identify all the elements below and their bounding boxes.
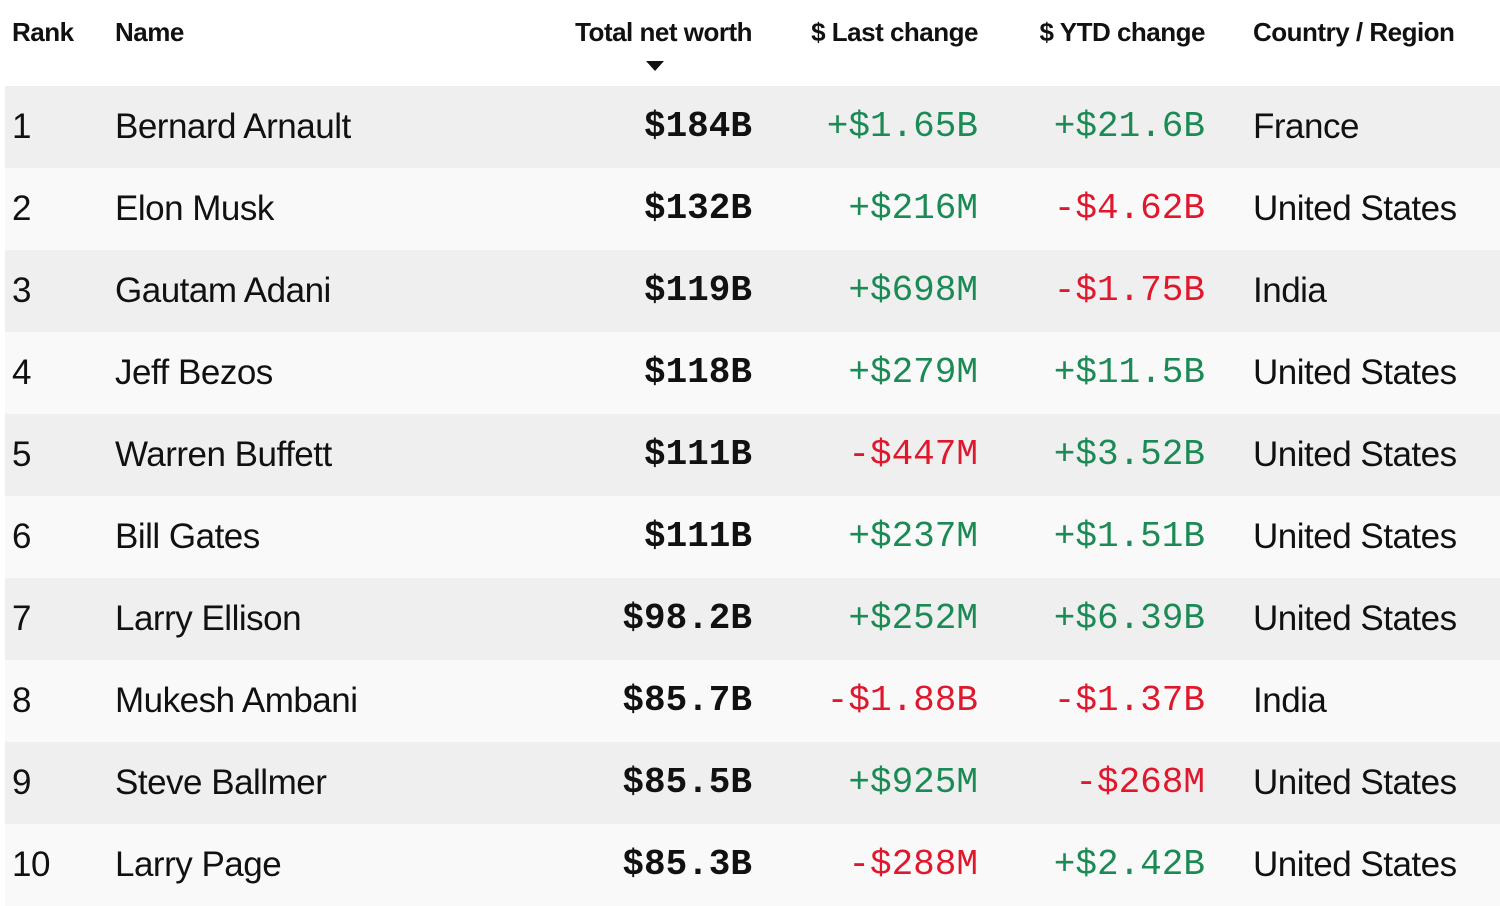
ytd-change-cell: -$1.37B xyxy=(1053,680,1205,721)
name-cell: Jeff Bezos xyxy=(115,353,273,392)
country-cell: United States xyxy=(1253,599,1457,638)
last-change-cell: +$237M xyxy=(848,516,978,557)
rank-cell: 7 xyxy=(12,599,31,638)
net-worth-cell: $184B xyxy=(643,106,752,147)
last-change-cell: -$1.88B xyxy=(826,680,978,721)
table-row[interactable] xyxy=(5,578,1500,660)
country-cell: France xyxy=(1253,107,1359,146)
ytd-change-cell: +$3.52B xyxy=(1053,434,1205,475)
name-cell: Warren Buffett xyxy=(115,435,332,474)
name-cell: Larry Ellison xyxy=(115,599,302,638)
net-worth-cell: $111B xyxy=(643,434,752,475)
last-change-cell: +$698M xyxy=(848,270,978,311)
name-cell: Bill Gates xyxy=(115,517,260,556)
name-cell: Bernard Arnault xyxy=(115,107,351,146)
table-row[interactable] xyxy=(5,660,1500,742)
net-worth-cell: $85.7B xyxy=(622,680,752,721)
table-row[interactable] xyxy=(5,496,1500,578)
rank-cell: 3 xyxy=(12,271,31,310)
column-header[interactable]: $ Last change xyxy=(811,17,978,47)
rank-cell: 1 xyxy=(12,107,31,146)
last-change-cell: +$252M xyxy=(848,598,978,639)
ytd-change-cell: +$11.5B xyxy=(1053,352,1205,393)
table-row[interactable] xyxy=(5,332,1500,414)
ytd-change-cell: +$1.51B xyxy=(1053,516,1205,557)
country-cell: United States xyxy=(1253,763,1457,802)
rank-cell: 8 xyxy=(12,681,31,720)
table-row[interactable] xyxy=(5,250,1500,332)
rank-cell: 4 xyxy=(12,353,31,392)
table-row[interactable] xyxy=(5,742,1500,824)
net-worth-cell: $98.2B xyxy=(622,598,752,639)
country-cell: India xyxy=(1253,681,1327,720)
ytd-change-cell: +$21.6B xyxy=(1053,106,1205,147)
rank-cell: 9 xyxy=(12,763,31,802)
last-change-cell: -$447M xyxy=(848,434,978,475)
column-header[interactable]: Total net worth xyxy=(575,17,752,47)
rank-cell: 2 xyxy=(12,189,31,228)
ytd-change-cell: -$4.62B xyxy=(1053,188,1205,229)
net-worth-cell: $111B xyxy=(643,516,752,557)
name-cell: Elon Musk xyxy=(115,189,274,228)
name-cell: Steve Ballmer xyxy=(115,763,327,802)
table-row[interactable] xyxy=(5,414,1500,496)
net-worth-cell: $132B xyxy=(643,188,752,229)
last-change-cell: -$288M xyxy=(848,844,978,885)
last-change-cell: +$925M xyxy=(848,762,978,803)
last-change-cell: +$279M xyxy=(848,352,978,393)
ytd-change-cell: -$1.75B xyxy=(1053,270,1205,311)
column-header[interactable]: Rank xyxy=(12,17,74,47)
last-change-cell: +$1.65B xyxy=(826,106,978,147)
net-worth-cell: $118B xyxy=(643,352,752,393)
name-cell: Gautam Adani xyxy=(115,271,331,310)
table-row[interactable] xyxy=(5,168,1500,250)
rank-cell: 10 xyxy=(12,845,50,884)
ytd-change-cell: +$6.39B xyxy=(1053,598,1205,639)
ytd-change-cell: -$268M xyxy=(1075,762,1205,803)
table-row[interactable] xyxy=(5,824,1500,906)
ytd-change-cell: +$2.42B xyxy=(1053,844,1205,885)
last-change-cell: +$216M xyxy=(848,188,978,229)
net-worth-cell: $85.3B xyxy=(622,844,752,885)
country-cell: United States xyxy=(1253,845,1457,884)
rank-cell: 6 xyxy=(12,517,31,556)
table-row[interactable] xyxy=(5,86,1500,168)
column-header[interactable]: Country / Region xyxy=(1253,17,1455,47)
sort-arrow[interactable] xyxy=(646,61,666,73)
net-worth-cell: $119B xyxy=(643,270,752,311)
column-header[interactable]: $ YTD change xyxy=(1039,17,1206,47)
country-cell: United States xyxy=(1253,189,1457,228)
column-header[interactable]: Name xyxy=(115,17,184,47)
name-cell: Mukesh Ambani xyxy=(115,681,358,720)
country-cell: United States xyxy=(1253,353,1457,392)
country-cell: United States xyxy=(1253,517,1457,556)
country-cell: United States xyxy=(1253,435,1457,474)
net-worth-cell: $85.5B xyxy=(622,762,752,803)
rank-cell: 5 xyxy=(12,435,31,474)
country-cell: India xyxy=(1253,271,1327,310)
name-cell: Larry Page xyxy=(115,845,282,884)
